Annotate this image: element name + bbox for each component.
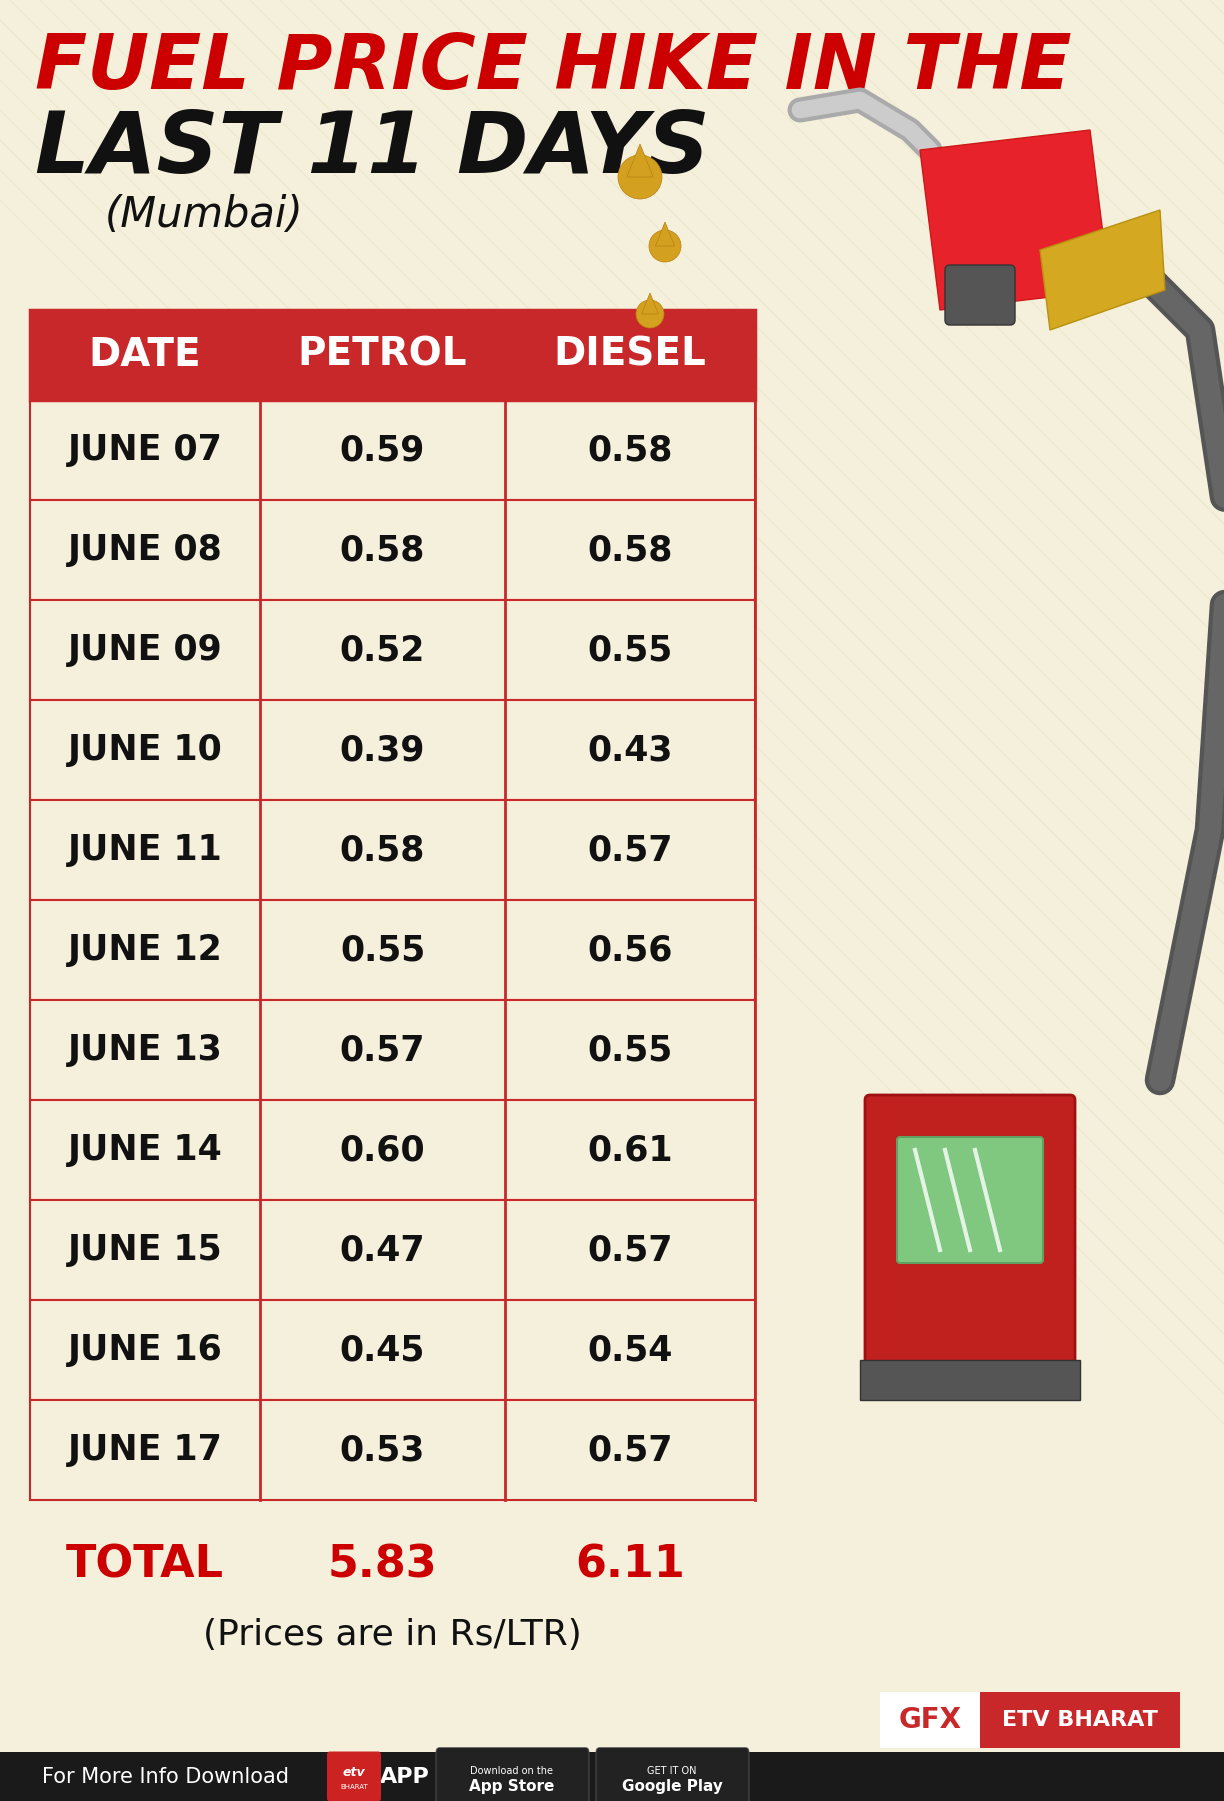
Text: ETV BHARAT: ETV BHARAT <box>1002 1709 1158 1731</box>
FancyBboxPatch shape <box>31 701 755 800</box>
Text: 0.57: 0.57 <box>588 1234 673 1266</box>
Text: JUNE 11: JUNE 11 <box>67 834 223 866</box>
FancyBboxPatch shape <box>860 1360 1080 1399</box>
Polygon shape <box>641 294 659 313</box>
FancyBboxPatch shape <box>865 1095 1075 1385</box>
FancyBboxPatch shape <box>436 1747 589 1801</box>
Text: 0.60: 0.60 <box>340 1133 425 1167</box>
Text: 0.59: 0.59 <box>340 432 425 466</box>
Text: DIESEL: DIESEL <box>553 337 706 375</box>
Text: 0.52: 0.52 <box>340 632 425 666</box>
Text: Google Play: Google Play <box>622 1779 722 1794</box>
Polygon shape <box>920 130 1110 310</box>
Text: JUNE 17: JUNE 17 <box>67 1434 223 1468</box>
Text: TOTAL: TOTAL <box>66 1543 224 1587</box>
Text: 0.58: 0.58 <box>340 834 425 866</box>
Circle shape <box>618 155 662 198</box>
Text: 0.54: 0.54 <box>588 1333 673 1367</box>
Text: JUNE 14: JUNE 14 <box>67 1133 223 1167</box>
FancyBboxPatch shape <box>945 265 1015 324</box>
Text: 0.45: 0.45 <box>340 1333 425 1367</box>
FancyBboxPatch shape <box>980 1691 1180 1749</box>
Text: (Prices are in Rs/LTR): (Prices are in Rs/LTR) <box>203 1617 581 1652</box>
Text: (Mumbai): (Mumbai) <box>105 195 304 236</box>
Text: 0.55: 0.55 <box>588 1034 673 1066</box>
Text: JUNE 09: JUNE 09 <box>67 632 223 666</box>
FancyBboxPatch shape <box>31 1300 755 1399</box>
Text: For More Info Download: For More Info Download <box>42 1767 289 1787</box>
Text: BHARAT: BHARAT <box>340 1783 368 1790</box>
FancyBboxPatch shape <box>880 1691 980 1749</box>
Text: JUNE 07: JUNE 07 <box>67 432 223 466</box>
Text: 5.83: 5.83 <box>328 1543 437 1587</box>
Text: 0.57: 0.57 <box>588 1434 673 1468</box>
Text: 0.61: 0.61 <box>588 1133 673 1167</box>
Circle shape <box>636 301 663 328</box>
FancyBboxPatch shape <box>327 1752 381 1801</box>
FancyBboxPatch shape <box>897 1136 1043 1263</box>
Text: 0.56: 0.56 <box>588 933 673 967</box>
FancyBboxPatch shape <box>0 1752 1224 1801</box>
Text: 0.58: 0.58 <box>588 432 673 466</box>
FancyBboxPatch shape <box>596 1747 749 1801</box>
Text: APP: APP <box>381 1767 430 1787</box>
Circle shape <box>649 231 681 261</box>
Text: App Store: App Store <box>469 1779 554 1794</box>
Text: FUEL PRICE HIKE IN THE: FUEL PRICE HIKE IN THE <box>35 31 1071 104</box>
Text: 6.11: 6.11 <box>575 1543 685 1587</box>
Text: GFX: GFX <box>898 1706 962 1734</box>
FancyBboxPatch shape <box>31 600 755 701</box>
Text: JUNE 12: JUNE 12 <box>67 933 223 967</box>
FancyBboxPatch shape <box>31 310 755 400</box>
Text: Download on the: Download on the <box>470 1765 553 1776</box>
FancyBboxPatch shape <box>31 800 755 900</box>
Text: JUNE 16: JUNE 16 <box>67 1333 223 1367</box>
FancyBboxPatch shape <box>31 400 755 501</box>
Text: DATE: DATE <box>88 337 201 375</box>
FancyBboxPatch shape <box>31 1000 755 1100</box>
FancyBboxPatch shape <box>31 501 755 600</box>
Polygon shape <box>627 144 654 176</box>
Text: 0.57: 0.57 <box>588 834 673 866</box>
Text: 0.58: 0.58 <box>340 533 425 567</box>
Text: 0.39: 0.39 <box>340 733 425 767</box>
Text: 0.57: 0.57 <box>340 1034 425 1066</box>
Text: LAST 11 DAYS: LAST 11 DAYS <box>35 108 710 191</box>
Text: etv: etv <box>343 1767 365 1779</box>
FancyBboxPatch shape <box>31 900 755 1000</box>
FancyBboxPatch shape <box>31 1399 755 1500</box>
Text: JUNE 13: JUNE 13 <box>67 1034 223 1066</box>
Text: JUNE 10: JUNE 10 <box>67 733 223 767</box>
Text: 0.47: 0.47 <box>340 1234 425 1266</box>
Text: 0.58: 0.58 <box>588 533 673 567</box>
FancyBboxPatch shape <box>31 1100 755 1199</box>
Text: 0.55: 0.55 <box>340 933 425 967</box>
Text: 0.55: 0.55 <box>588 632 673 666</box>
Polygon shape <box>655 222 674 247</box>
Polygon shape <box>1040 211 1165 330</box>
Text: PETROL: PETROL <box>297 337 468 375</box>
Text: GET IT ON: GET IT ON <box>647 1765 696 1776</box>
Text: 0.53: 0.53 <box>340 1434 425 1468</box>
Text: JUNE 15: JUNE 15 <box>67 1234 223 1266</box>
Text: 0.43: 0.43 <box>588 733 673 767</box>
FancyBboxPatch shape <box>31 1199 755 1300</box>
Text: JUNE 08: JUNE 08 <box>67 533 223 567</box>
